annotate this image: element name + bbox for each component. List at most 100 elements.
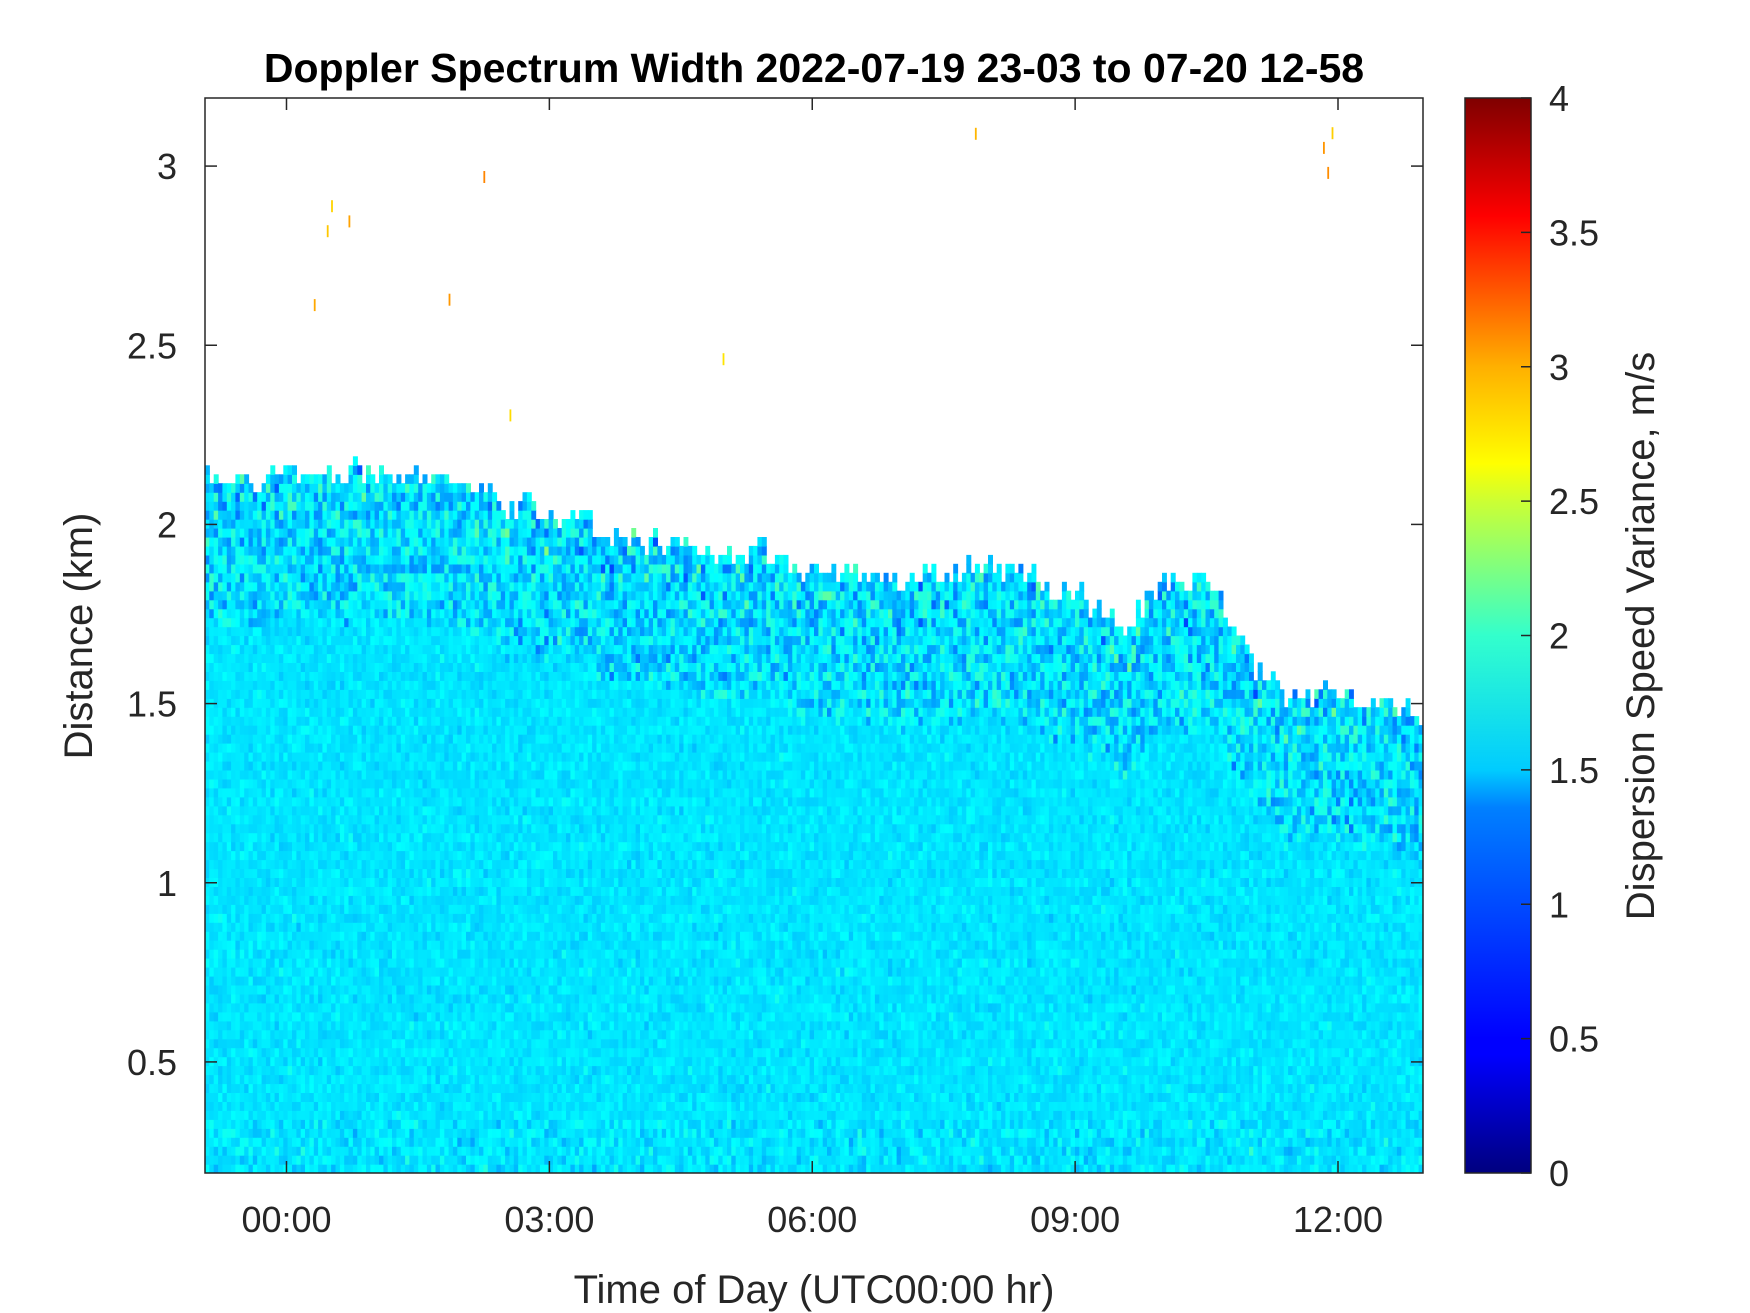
heatmap-cell bbox=[366, 886, 371, 896]
heatmap-cell bbox=[344, 1119, 350, 1129]
heatmap-cell bbox=[287, 572, 293, 583]
heatmap-cell bbox=[261, 760, 267, 771]
heatmap-cell bbox=[387, 474, 393, 484]
heatmap-cell bbox=[387, 689, 393, 699]
heatmap-cell bbox=[305, 1074, 310, 1085]
heatmap-cell bbox=[392, 1110, 397, 1120]
heatmap-cell bbox=[283, 465, 289, 475]
heatmap-cell bbox=[370, 814, 376, 825]
heatmap-cell bbox=[422, 1119, 428, 1129]
heatmap-cell bbox=[305, 743, 310, 753]
heatmap-cell bbox=[413, 1020, 419, 1031]
heatmap-cell bbox=[361, 545, 367, 556]
heatmap-cell bbox=[274, 1146, 280, 1156]
heatmap-cell bbox=[422, 823, 428, 834]
heatmap-cell bbox=[352, 1164, 358, 1173]
heatmap-cell bbox=[479, 1119, 484, 1129]
heatmap-cell bbox=[409, 967, 415, 977]
heatmap-cell bbox=[413, 519, 419, 529]
heatmap-cell bbox=[413, 1056, 419, 1067]
heatmap-cell bbox=[209, 1047, 215, 1058]
heatmap-cell bbox=[322, 1128, 328, 1138]
heatmap-cell bbox=[278, 554, 284, 565]
heatmap-cell bbox=[296, 572, 302, 583]
heatmap-cell bbox=[331, 680, 337, 690]
heatmap-cell bbox=[287, 823, 293, 834]
heatmap-cell bbox=[218, 680, 223, 690]
heatmap-cell bbox=[383, 698, 389, 708]
heatmap-cell bbox=[379, 975, 384, 986]
heatmap-cell bbox=[387, 823, 393, 834]
heatmap-cell bbox=[218, 895, 223, 905]
heatmap-cell bbox=[366, 1164, 371, 1173]
heatmap-cell bbox=[283, 823, 289, 834]
heatmap-cell bbox=[252, 1065, 258, 1076]
heatmap-cell bbox=[448, 814, 454, 825]
heatmap-cell bbox=[300, 1029, 306, 1040]
heatmap-cell bbox=[283, 1056, 289, 1067]
heatmap-cell bbox=[479, 716, 484, 726]
heatmap-cell bbox=[392, 590, 397, 601]
heatmap-cell bbox=[357, 1137, 363, 1147]
heatmap-cell bbox=[348, 1137, 354, 1147]
heatmap-cell bbox=[235, 1020, 241, 1031]
heatmap-cell bbox=[318, 922, 323, 932]
heatmap-cell bbox=[344, 752, 350, 762]
heatmap-cell bbox=[270, 743, 276, 753]
heatmap-cell bbox=[313, 716, 319, 726]
heatmap-cell bbox=[466, 1020, 471, 1031]
heatmap-cell bbox=[479, 1074, 484, 1085]
heatmap-cell bbox=[296, 680, 302, 690]
heatmap-cell bbox=[370, 1020, 376, 1031]
heatmap-cell bbox=[322, 626, 328, 637]
heatmap-cell bbox=[474, 975, 480, 986]
heatmap-cell bbox=[226, 752, 232, 762]
heatmap-cell bbox=[348, 545, 354, 556]
heatmap-cell bbox=[318, 975, 323, 986]
heatmap-cell bbox=[274, 653, 280, 663]
heatmap-cell bbox=[274, 850, 280, 861]
heatmap-cell bbox=[444, 510, 450, 520]
heatmap-cell bbox=[261, 940, 267, 950]
heatmap-cell bbox=[287, 1038, 293, 1049]
heatmap-cell bbox=[335, 967, 341, 977]
heatmap-cell bbox=[339, 707, 345, 717]
heatmap-cell bbox=[287, 680, 293, 690]
heatmap-cell bbox=[370, 913, 376, 923]
heatmap-cell bbox=[283, 716, 289, 726]
heatmap-cell bbox=[431, 716, 437, 726]
heatmap-cell bbox=[257, 949, 263, 959]
heatmap-cell bbox=[261, 814, 267, 825]
heatmap-cell bbox=[331, 626, 337, 637]
heatmap-cell bbox=[383, 474, 389, 484]
heatmap-cell bbox=[370, 1146, 376, 1156]
heatmap-cell bbox=[222, 1029, 228, 1040]
heatmap-cell bbox=[231, 716, 236, 726]
heatmap-cell bbox=[322, 967, 328, 977]
heatmap-cell bbox=[292, 1137, 297, 1147]
heatmap-cell bbox=[466, 1047, 471, 1058]
heatmap-cell bbox=[470, 1146, 476, 1156]
heatmap-cell bbox=[392, 1083, 397, 1093]
heatmap-cell bbox=[352, 1038, 358, 1049]
heatmap-cell bbox=[344, 626, 350, 637]
heatmap-cell bbox=[448, 662, 454, 672]
heatmap-cell bbox=[344, 823, 350, 834]
heatmap-cell bbox=[252, 501, 258, 511]
heatmap-cell bbox=[352, 510, 358, 520]
heatmap-cell bbox=[413, 993, 419, 1004]
heatmap-cell bbox=[326, 653, 332, 663]
heatmap-cell bbox=[270, 1164, 276, 1173]
heatmap-cell bbox=[418, 868, 424, 878]
heatmap-cell bbox=[270, 904, 276, 914]
heatmap-cell bbox=[418, 1110, 424, 1120]
heatmap-cell bbox=[422, 725, 428, 735]
heatmap-cell bbox=[461, 922, 467, 932]
heatmap-cell bbox=[431, 967, 437, 977]
heatmap-cell bbox=[448, 644, 454, 655]
heatmap-cell bbox=[461, 671, 467, 681]
heatmap-cell bbox=[444, 519, 450, 529]
heatmap-cell bbox=[439, 519, 445, 529]
heatmap-cell bbox=[413, 922, 419, 932]
heatmap-cell bbox=[235, 1047, 241, 1058]
